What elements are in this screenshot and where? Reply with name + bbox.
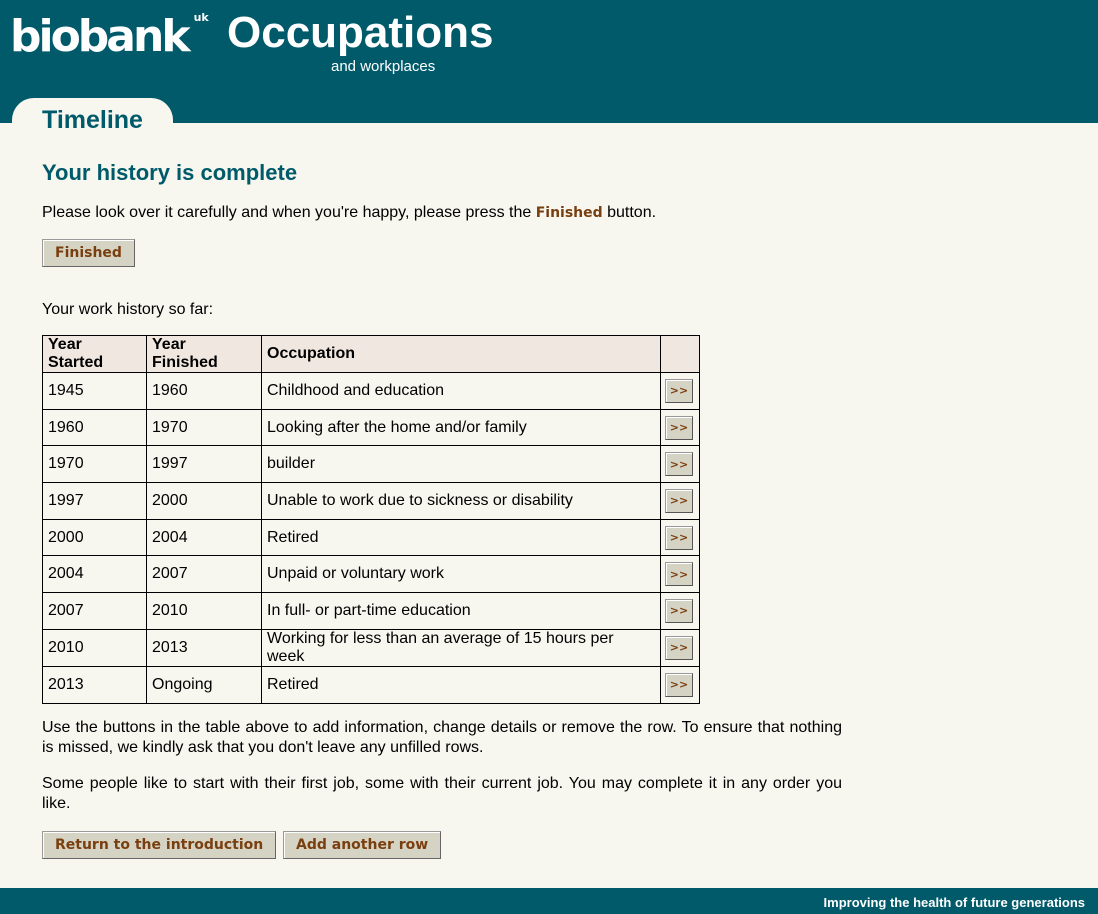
year-finished: 2010: [146, 592, 262, 630]
year-finished: 1960: [146, 372, 262, 410]
col-year-started: Year Started: [42, 335, 147, 373]
year-started: 1970: [42, 445, 147, 484]
edit-row-button[interactable]: >>: [665, 525, 693, 550]
col-year-finished: Year Finished: [146, 335, 262, 373]
occupation: Retired: [261, 665, 661, 704]
col-occupation: Occupation: [261, 335, 661, 373]
action-cell: >>: [660, 555, 700, 594]
work-history-table: Year Started Year Finished Occupation 19…: [42, 335, 700, 704]
edit-row-button[interactable]: >>: [665, 672, 693, 697]
action-cell: >>: [660, 408, 700, 447]
help-text-2: Some people like to start with their fir…: [42, 775, 842, 812]
action-cell: >>: [660, 482, 700, 520]
action-cell: >>: [660, 518, 700, 557]
help-text-1: Use the buttons in the table above to ad…: [42, 719, 842, 756]
year-started: 2010: [42, 628, 147, 667]
intro-before: Please look over it carefully and when y…: [42, 204, 536, 221]
tab-label: Timeline: [42, 106, 143, 134]
edit-row-button[interactable]: >>: [665, 488, 693, 513]
finished-button[interactable]: Finished: [42, 239, 135, 267]
occupation: Retired: [261, 518, 661, 557]
intro-after: button.: [602, 204, 657, 221]
year-finished: Ongoing: [146, 665, 262, 704]
footer-tagline: Improving the health of future generatio…: [823, 895, 1085, 910]
occupation: Looking after the home and/or family: [261, 408, 661, 447]
table-row: 2004 2007 Unpaid or voluntary work >>: [42, 555, 700, 594]
edit-row-button[interactable]: >>: [665, 598, 693, 623]
table-row: 1970 1997 builder >>: [42, 445, 700, 484]
logo-text: biobank: [10, 11, 191, 62]
tab-timeline: Timeline: [12, 98, 173, 134]
year-finished: 2013: [146, 628, 262, 667]
edit-row-button[interactable]: >>: [665, 378, 693, 403]
logo-sup: uk: [193, 11, 209, 24]
year-finished: 1997: [146, 445, 262, 484]
edit-row-button[interactable]: >>: [665, 562, 693, 587]
year-started: 1960: [42, 408, 147, 447]
year-finished: 2007: [146, 555, 262, 594]
year-finished: 1970: [146, 408, 262, 447]
occupation: Unpaid or voluntary work: [261, 555, 661, 594]
table-row: 1960 1970 Looking after the home and/or …: [42, 408, 700, 447]
header: biobank uk Occupations and workplaces Tim…: [0, 0, 1098, 134]
page-heading: Your history is complete: [42, 160, 298, 185]
edit-row-button[interactable]: >>: [665, 415, 693, 440]
table-row: 1997 2000 Unable to work due to sickness…: [42, 482, 700, 520]
action-cell: >>: [660, 665, 700, 704]
app-subtitle: and workplaces: [331, 58, 436, 75]
year-started: 2004: [42, 555, 147, 594]
table-row: 2007 2010 In full- or part-time educatio…: [42, 592, 700, 630]
year-started: 2000: [42, 518, 147, 557]
year-started: 2013: [42, 665, 147, 704]
occupation: builder: [261, 445, 661, 484]
action-cell: >>: [660, 592, 700, 630]
occupation: In full- or part-time education: [261, 592, 661, 630]
year-finished: 2000: [146, 482, 262, 520]
action-cell: >>: [660, 445, 700, 484]
year-finished: 2004: [146, 518, 262, 557]
action-cell: >>: [660, 372, 700, 410]
year-started: 1997: [42, 482, 147, 520]
add-another-row-button[interactable]: Add another row: [283, 831, 442, 859]
occupation: Working for less than an average of 15 h…: [261, 628, 661, 667]
intro-bold: Finished: [535, 205, 603, 221]
table-row: 1945 1960 Childhood and education >>: [42, 372, 700, 410]
return-to-introduction-button[interactable]: Return to the introduction: [42, 831, 277, 859]
app-title: Occupations: [227, 8, 494, 57]
edit-row-button[interactable]: >>: [665, 635, 693, 660]
occupation: Unable to work due to sickness or disabi…: [261, 482, 661, 520]
year-started: 1945: [42, 372, 147, 410]
table-row: 2013 Ongoing Retired >>: [42, 665, 700, 704]
year-started: 2007: [42, 592, 147, 630]
edit-row-button[interactable]: >>: [665, 452, 693, 477]
action-cell: >>: [660, 628, 700, 667]
footer: Improving the health of future generatio…: [0, 888, 1098, 914]
biobank-logo: biobank uk: [10, 12, 209, 62]
col-actions: [660, 335, 700, 373]
table-row: 2010 2013 Working for less than an avera…: [42, 628, 700, 667]
history-label: Your work history so far:: [42, 301, 214, 318]
table-row: 2000 2004 Retired >>: [42, 518, 700, 557]
occupation: Childhood and education: [261, 372, 661, 410]
intro-text: Please look over it carefully and when y…: [42, 203, 656, 223]
